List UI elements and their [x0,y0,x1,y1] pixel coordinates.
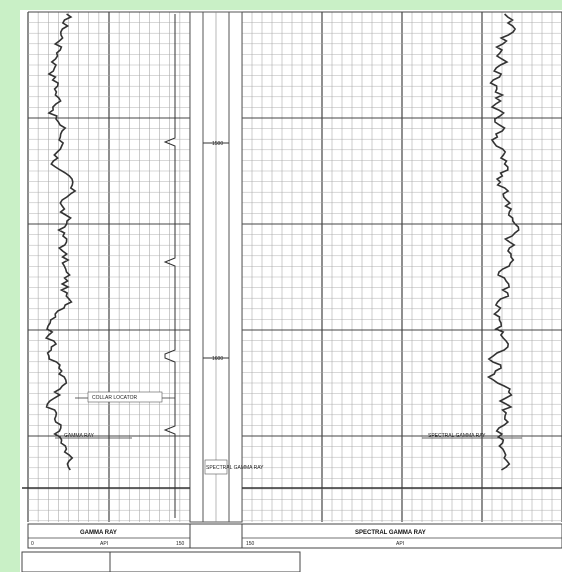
right-scale-min: 150 [246,541,255,547]
left-track-title: GAMMA RAY [80,530,117,536]
left-track-unit: API [100,541,108,547]
depth-track: 1500 1600 SPECTRAL GAMMA RAY [189,11,264,523]
left-scale-min: 0 [31,541,34,547]
depth-note-box [204,459,228,475]
gamma-label: GAMMA RAY [64,433,95,439]
top-border [0,0,562,10]
spectral-label: SPECTRAL GAMMA RAY [428,433,486,439]
gamma-ray-curve [44,13,77,471]
left-track-header: GAMMA RAY 0 API 150 [27,523,191,549]
left-track-grid [27,11,191,522]
left-border [0,0,20,572]
depth-mark-1: 1500 [212,141,223,147]
collar-annotation: COLLAR LOCATOR [75,391,175,403]
right-track-title: SPECTRAL GAMMA RAY [355,530,426,536]
collar-locator-curve [163,14,176,518]
depth-note: SPECTRAL GAMMA RAY [206,465,264,471]
right-track-header: SPECTRAL GAMMA RAY 150 API [241,523,562,549]
right-track-unit: API [396,541,404,547]
gamma-annotation: GAMMA RAY [55,433,132,439]
depth-mark-2: 1600 [212,356,223,362]
collar-label: COLLAR LOCATOR [92,395,137,401]
right-track-grid [241,11,562,522]
left-scale-max: 150 [176,541,185,547]
footer-boxes [21,551,301,572]
spectral-annotation: SPECTRAL GAMMA RAY [422,433,522,439]
spectral-gamma-ray-curve [486,13,520,471]
depth-header [189,523,243,549]
